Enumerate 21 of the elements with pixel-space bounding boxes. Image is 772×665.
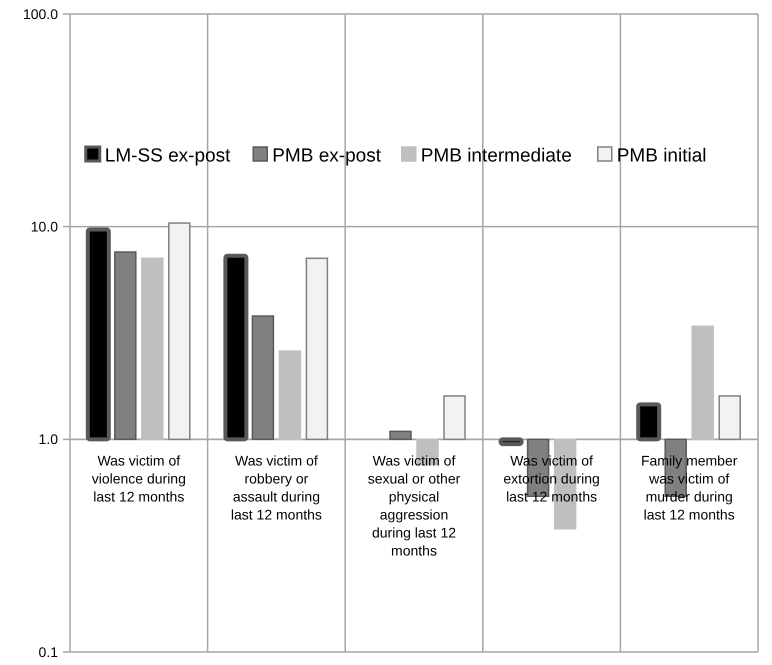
bar [306,258,328,440]
y-tick-label: 0.1 [38,644,58,660]
y-tick-label: 100.0 [22,6,58,22]
bar [278,350,302,440]
bar [252,315,274,440]
x-tick-label: Was victim of robbery or assault during last 12 months [230,452,322,522]
y-tick-label: 1.0 [38,431,58,448]
bar [691,326,714,440]
bar [443,395,466,440]
legend-label: LM-SS ex-post [104,146,232,167]
legend-label: PMB intermediate [420,146,572,167]
bar [168,222,191,440]
legend-label: PMB initial [616,146,706,167]
x-tick-label: Was victim of violence during last 12 months [92,452,186,504]
x-tick-label: Was victim of sexual or other physical aggression during last 12 months [368,452,461,558]
bar [389,430,412,440]
bar [718,395,741,440]
bar [141,258,164,440]
legend-label: PMB ex-post [272,146,382,167]
bar [114,251,137,440]
y-tick-label: 10.0 [30,218,58,235]
